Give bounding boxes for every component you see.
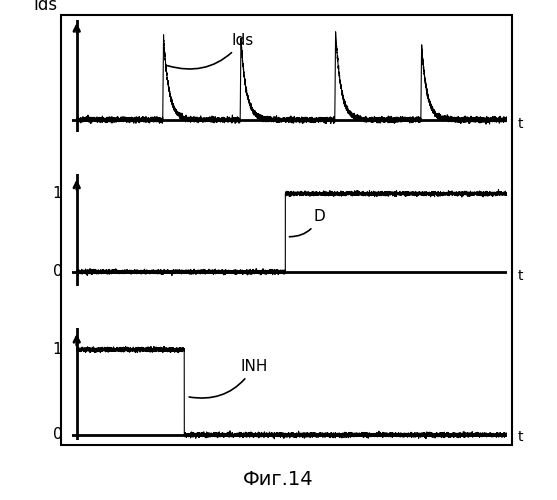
Text: Ids: Ids xyxy=(168,33,254,69)
Text: D: D xyxy=(290,209,325,236)
Text: 0: 0 xyxy=(52,428,62,442)
Text: Ids: Ids xyxy=(33,0,57,14)
Text: 1: 1 xyxy=(52,186,62,201)
Text: t: t xyxy=(517,430,523,444)
Text: 1: 1 xyxy=(52,342,62,357)
Text: INH: INH xyxy=(189,359,267,398)
Text: Фиг.14: Фиг.14 xyxy=(243,470,314,489)
Text: 0: 0 xyxy=(52,264,62,280)
Text: t: t xyxy=(517,270,523,283)
Text: t: t xyxy=(517,116,523,130)
